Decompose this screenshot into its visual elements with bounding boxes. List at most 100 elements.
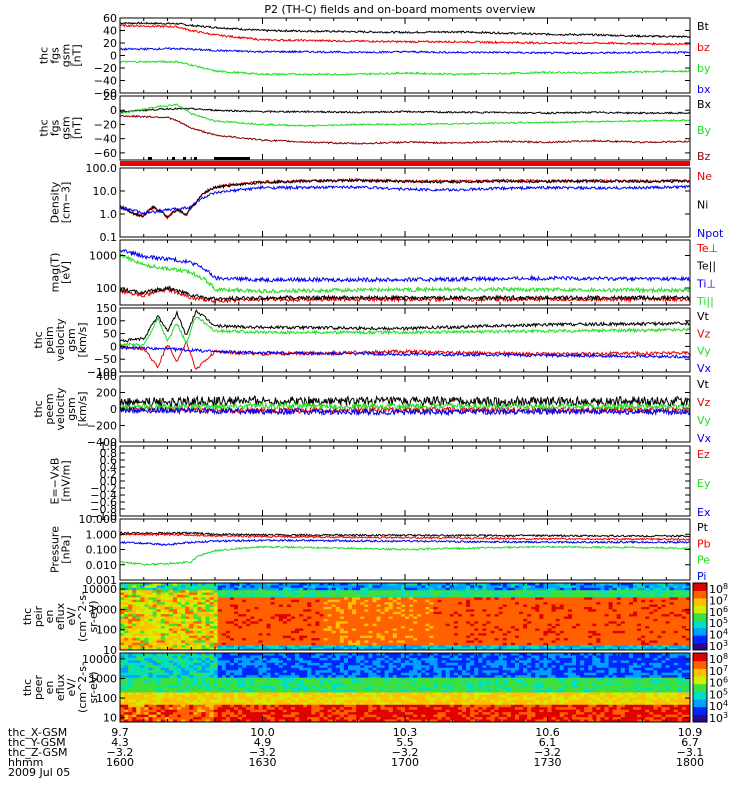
spectrogram-cell [539,592,544,596]
spectrogram-cell [164,630,170,634]
spectrogram-cell [665,609,671,613]
spectrogram-cell [437,594,443,598]
spectrogram-cell [547,606,553,610]
spectrogram-cell [612,621,618,625]
spectrogram-cell [502,602,508,606]
spectrogram-cell [168,697,174,701]
spectrogram-cell [384,628,390,632]
spectrogram-cell [596,630,601,634]
spectrogram-cell [681,633,687,637]
spectrogram-cell [588,585,593,589]
spectrogram-cell [372,628,377,632]
spectrogram-cell [348,599,353,603]
spectrogram-cell [649,616,654,620]
spectrogram-cell [523,638,528,641]
spectrogram-cell [250,621,255,625]
spectrogram-cell [132,682,137,686]
spectrogram-cell [152,647,158,650]
spectrogram-cell [128,685,133,688]
spectrogram-cell [462,633,467,637]
spectrogram-cell [254,645,259,649]
spectrogram-cell [311,611,316,615]
spectrogram-cell [396,635,402,639]
spectrogram-cell [490,623,496,627]
spectrogram-cell [189,616,194,620]
spectrogram-cell [217,623,223,627]
spectrogram-cell [270,602,276,606]
spectrogram-cell [299,590,304,594]
spectrogram-cell [177,645,182,649]
spectrogram-cell [193,638,198,641]
spectrogram-cell [229,594,235,598]
spectrogram-cell [242,592,247,596]
spectrogram-cell [486,597,491,601]
spectrogram-cell [421,609,426,613]
spectrogram-cell [555,592,561,596]
spectrogram-cell [665,618,671,622]
spectrogram-cell [254,630,259,634]
spectrogram-cell [519,633,524,637]
spectrogram-cell [229,638,235,641]
spectrogram-cell [242,621,247,625]
spectrogram-cell [649,628,654,632]
spectrogram-cell [494,597,500,601]
spectrogram-cell [278,628,284,632]
spectrogram-cell [588,599,593,603]
spectrogram-cell [181,635,186,639]
spectrogram-cell [673,609,679,613]
spectrogram-cell [400,640,406,644]
spectrogram-cell [429,640,434,644]
spectrogram-cell [400,642,406,646]
spectrogram-cell [201,599,206,603]
spectrogram-cell [571,626,577,629]
spectrogram-cell [624,611,630,615]
spectrogram-cell [567,630,573,634]
spectrogram-cell [266,611,272,615]
spectrogram-cell [140,714,145,718]
spectrogram-cell [189,628,194,632]
spectrogram-cell [498,621,504,625]
spectrogram-cell [612,590,618,594]
spectrogram-cell [172,672,178,676]
spectrogram-cell [409,614,414,617]
spectrogram-cell [172,616,178,620]
spectrogram-cell [633,626,638,629]
spectrogram-cell [291,597,296,601]
spectrogram-cell [514,618,520,622]
spectrogram-cell [588,640,593,644]
spectrogram-cell [286,616,292,620]
spectrogram-cell [262,618,268,622]
spectrogram-cell [685,630,690,634]
spectrogram-cell [156,707,162,711]
spectrogram-cell [136,714,141,718]
spectrogram-cell [437,638,443,641]
spectrogram-cell [637,621,642,625]
spectrogram-cell [234,640,239,644]
spectrogram-cell [563,590,569,594]
spectrogram-cell [136,606,141,610]
spectrogram-cell [343,602,349,606]
spectrogram-cell [462,604,467,608]
spectrogram-cell [132,599,137,603]
spectrogram-cell [616,594,622,598]
spectrogram-cell [323,628,329,632]
spectrogram-cell [445,602,451,606]
spectrogram-cell [307,645,312,649]
spectrogram-cell [197,623,202,627]
spectrogram-cell [258,594,263,598]
spectrogram-cell [535,587,540,591]
spectrogram-cell [120,719,125,722]
spectrogram-cell [425,585,430,589]
spectrogram-cell [449,638,455,641]
spectrogram-cell [372,621,377,625]
spectrogram-cell [616,599,622,603]
spectrogram-cell [657,633,662,637]
spectrogram-cell [132,597,137,601]
spectrogram-cell [535,616,540,620]
spectrogram-cell [677,609,683,613]
spectrogram-cell [514,614,520,617]
spectrogram-cell [327,645,333,649]
spectrogram-cell [637,635,642,639]
spectrogram-cell [527,585,532,589]
spectrogram-cell [225,616,231,620]
